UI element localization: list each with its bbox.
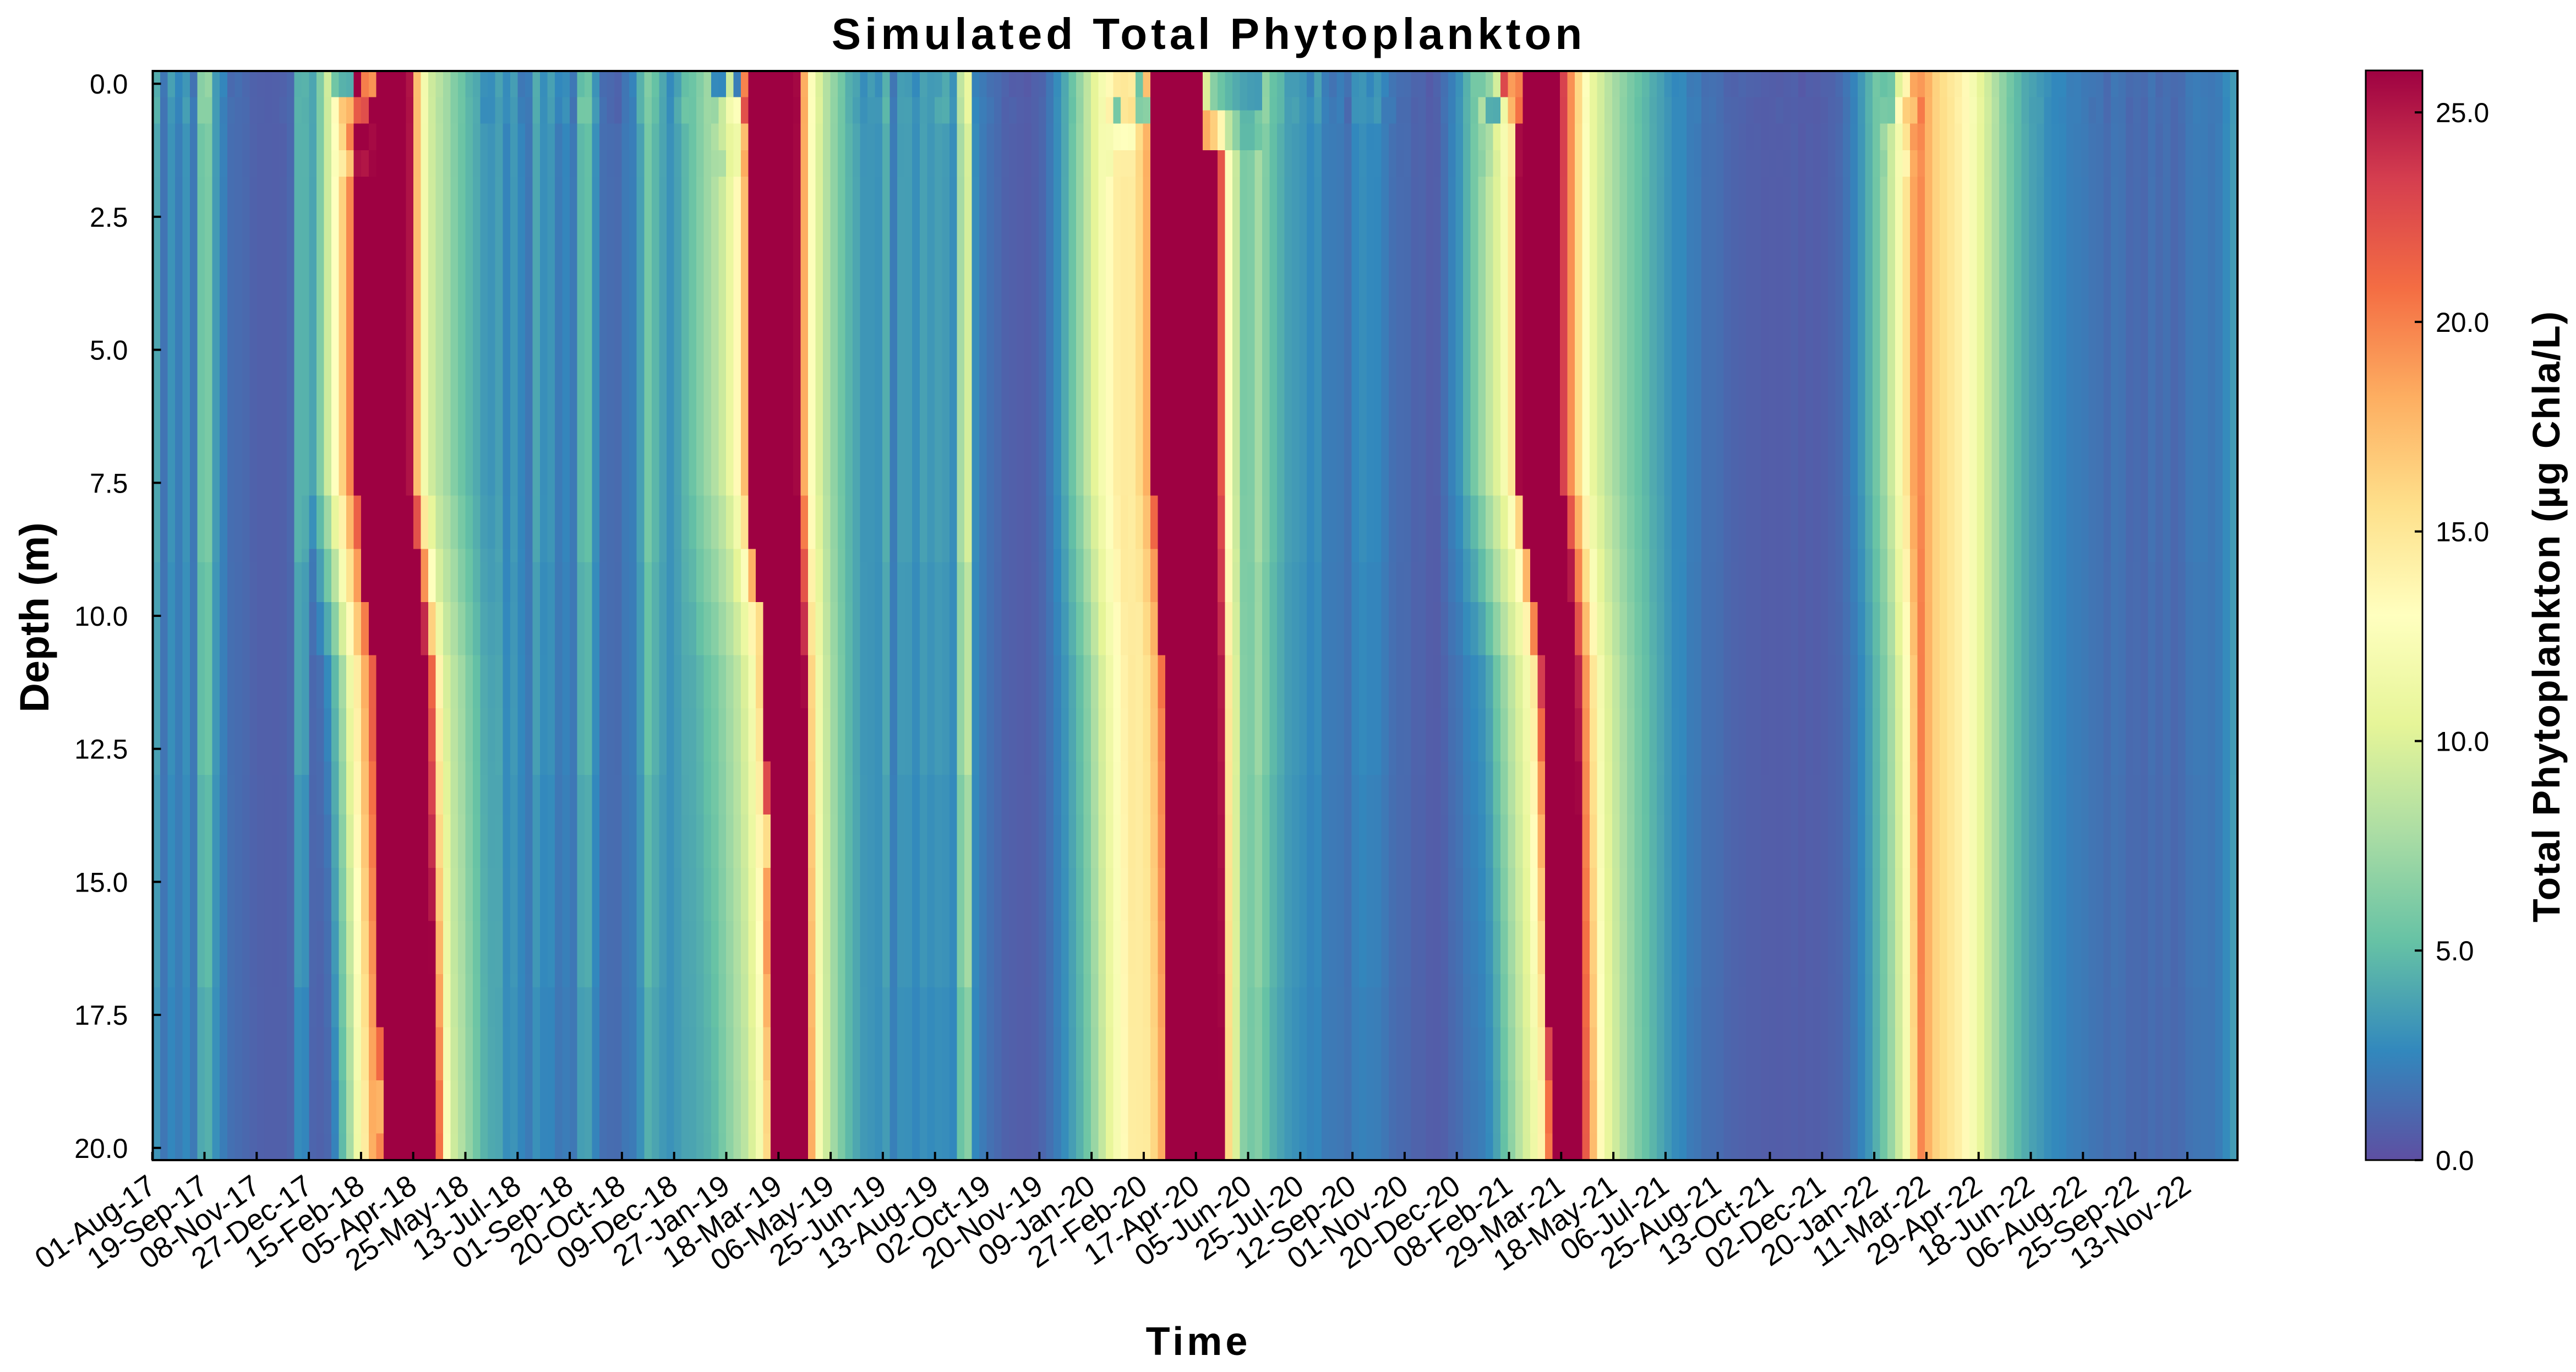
svg-text:Depth (m): Depth (m) [12, 522, 57, 712]
svg-text:25.0: 25.0 [2436, 97, 2489, 128]
svg-text:0.0: 0.0 [2436, 1145, 2474, 1176]
svg-text:Time: Time [1146, 1320, 1251, 1364]
svg-text:12.5: 12.5 [74, 734, 128, 765]
svg-text:Simulated Total Phytoplankton: Simulated Total Phytoplankton [832, 9, 1586, 58]
svg-text:5.0: 5.0 [2436, 936, 2474, 966]
svg-text:15.0: 15.0 [2436, 517, 2489, 548]
svg-text:20.0: 20.0 [2436, 307, 2489, 338]
svg-text:15.0: 15.0 [74, 867, 128, 898]
svg-text:10.0: 10.0 [74, 601, 128, 632]
svg-text:17.5: 17.5 [74, 1000, 128, 1031]
svg-text:20.0: 20.0 [74, 1133, 128, 1164]
svg-text:2.5: 2.5 [90, 202, 128, 233]
svg-text:7.5: 7.5 [90, 468, 128, 499]
svg-text:0.0: 0.0 [90, 69, 128, 100]
svg-text:Total Phytoplankton (µg Chla/L: Total Phytoplankton (µg Chla/L) [2525, 310, 2568, 922]
svg-text:10.0: 10.0 [2436, 726, 2489, 757]
svg-text:5.0: 5.0 [90, 335, 128, 366]
